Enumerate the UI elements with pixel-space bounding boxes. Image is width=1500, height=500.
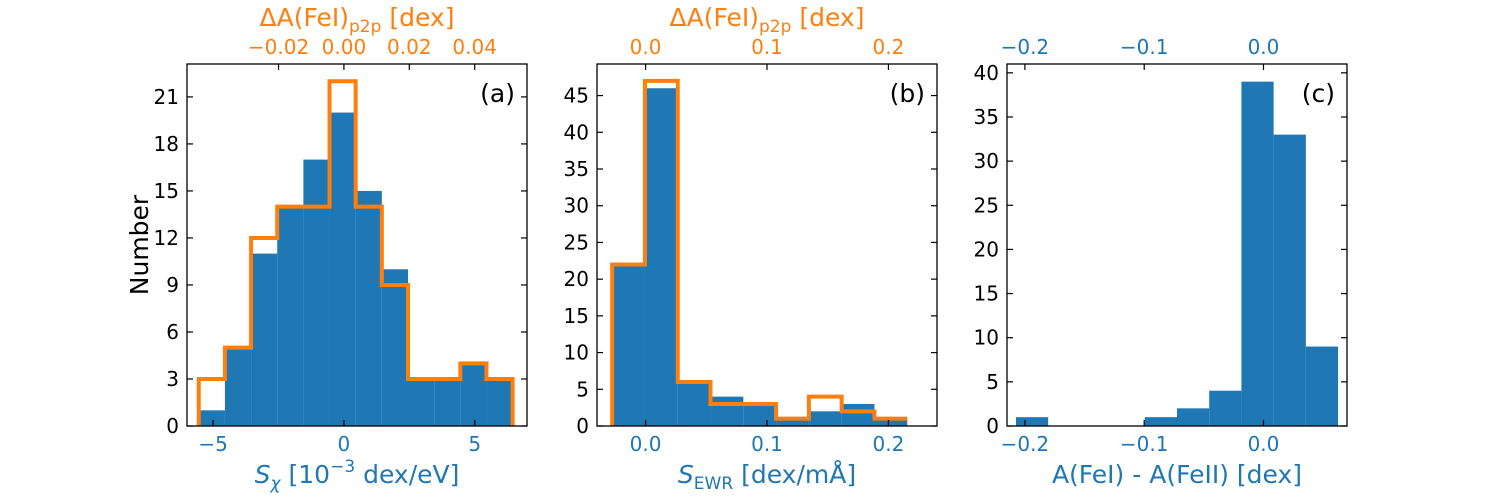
- y-tick-label: 10: [974, 326, 999, 350]
- top-x-tick-label: −0.02: [248, 35, 309, 59]
- panel-label: (a): [480, 79, 515, 108]
- x-tick-label: 0: [338, 432, 351, 456]
- step-histogram-line: [196, 79, 515, 426]
- plot-frame: [1006, 63, 1348, 427]
- y-tick-label: 25: [564, 230, 589, 254]
- histogram-bar: [198, 410, 225, 426]
- y-axis-label: Number: [125, 194, 154, 295]
- histogram-bar: [355, 190, 382, 426]
- y-tick-label: 35: [974, 105, 999, 129]
- y-tick-label: 9: [166, 273, 179, 297]
- top-x-axis-label: ΔA(FeI)p2p [dex]: [670, 3, 865, 37]
- y-tick-label: 10: [564, 341, 589, 365]
- y-tick-label: 15: [154, 179, 179, 203]
- y-tick-label: 18: [154, 132, 179, 156]
- panel-label: (b): [890, 79, 925, 108]
- histogram-bar: [486, 378, 513, 426]
- histogram-bar: [644, 88, 678, 427]
- y-tick-label: 5: [576, 377, 589, 401]
- histogram-bar: [677, 381, 711, 426]
- x-tick-label: 0.0: [1248, 432, 1280, 456]
- histogram-bar: [251, 253, 278, 426]
- histogram-bar: [1015, 417, 1049, 426]
- x-tick-label: 0.2: [873, 432, 905, 456]
- y-tick-label: 40: [974, 61, 999, 85]
- histogram-bar: [408, 378, 435, 426]
- top-x-tick-label: 0.02: [387, 35, 432, 59]
- histogram-bar: [1209, 390, 1242, 426]
- histogram-bar: [277, 206, 304, 426]
- histogram-bar: [1144, 417, 1177, 426]
- top-x-tick-label: 0.1: [751, 35, 783, 59]
- y-tick-label: 35: [564, 157, 589, 181]
- top-x-tick-label: 0.2: [873, 35, 905, 59]
- top-x-tick-label: −0.2: [1001, 35, 1050, 59]
- y-tick-label: 12: [154, 226, 179, 250]
- x-tick-label: 5: [468, 432, 481, 456]
- histogram-bar: [1305, 346, 1339, 426]
- histogram-bar: [710, 396, 744, 426]
- top-x-tick-label: 0.00: [322, 35, 367, 59]
- histogram-bar: [460, 363, 487, 426]
- plot-frame: [186, 63, 528, 427]
- x-axis-label: SEWR [dex/mÅ]: [678, 460, 856, 494]
- y-tick-label: 0: [986, 414, 999, 438]
- y-tick-label: 45: [564, 84, 589, 108]
- step-histogram-line: [610, 78, 908, 426]
- x-tick-label: −5: [198, 432, 227, 456]
- histogram-bar: [1177, 408, 1210, 426]
- y-tick-label: 5: [986, 370, 999, 394]
- top-x-tick-label: 0.0: [1248, 35, 1280, 59]
- y-tick-label: 3: [166, 367, 179, 391]
- y-tick-label: 20: [564, 267, 589, 291]
- histogram-bar: [776, 418, 809, 426]
- histogram-bar: [1241, 81, 1274, 426]
- y-tick-label: 0: [166, 414, 179, 438]
- y-tick-label: 21: [154, 85, 179, 109]
- histogram-bar: [224, 347, 252, 426]
- histogram-bar: [303, 159, 330, 426]
- histogram-bar: [874, 418, 908, 426]
- panel-label: (c): [1302, 79, 1335, 108]
- top-x-tick-label: 0.0: [630, 35, 662, 59]
- top-x-tick-label: 0.04: [452, 35, 497, 59]
- x-axis-label: A(FeI) - A(FeII) [dex]: [1052, 460, 1302, 489]
- y-tick-label: 30: [564, 194, 589, 218]
- y-tick-label: 6: [166, 320, 179, 344]
- x-tick-label: 0.0: [630, 432, 662, 456]
- panel-2: 0 5 10 15 20 25 30 35 40 45 0.0 0.1 0.2 0.0 0.1 0.2 (b) S…: [564, 3, 938, 494]
- top-x-tick-label: −0.1: [1120, 35, 1169, 59]
- y-tick-label: 20: [974, 237, 999, 261]
- x-tick-label: 0.1: [751, 432, 783, 456]
- histogram-bar: [381, 269, 408, 426]
- panel-1: 0 3 6 9 12 15 18 21 −5 0 5 −0.02 0.00 0.02 0.04 (a) Sχ […: [154, 3, 528, 494]
- top-x-axis-label: ΔA(FeI)p2p [dex]: [260, 3, 455, 37]
- x-tick-label: −0.2: [1001, 432, 1050, 456]
- histogram-bar: [612, 264, 645, 426]
- y-tick-label: 15: [564, 304, 589, 328]
- y-tick-label: 15: [974, 282, 999, 306]
- histogram-bar: [329, 112, 356, 427]
- histogram-bar: [841, 403, 875, 426]
- y-tick-label: 40: [564, 120, 589, 144]
- y-tick-label: 30: [974, 149, 999, 173]
- histogram-bar: [1273, 134, 1306, 426]
- y-tick-label: 25: [974, 193, 999, 217]
- histogram-bar: [743, 403, 777, 426]
- y-tick-label: 0: [576, 414, 589, 438]
- histogram-bar: [434, 378, 461, 426]
- histogram-bar: [808, 411, 842, 426]
- x-axis-label: Sχ [10−3 dex/eV]: [255, 457, 460, 494]
- x-tick-label: −0.1: [1120, 432, 1169, 456]
